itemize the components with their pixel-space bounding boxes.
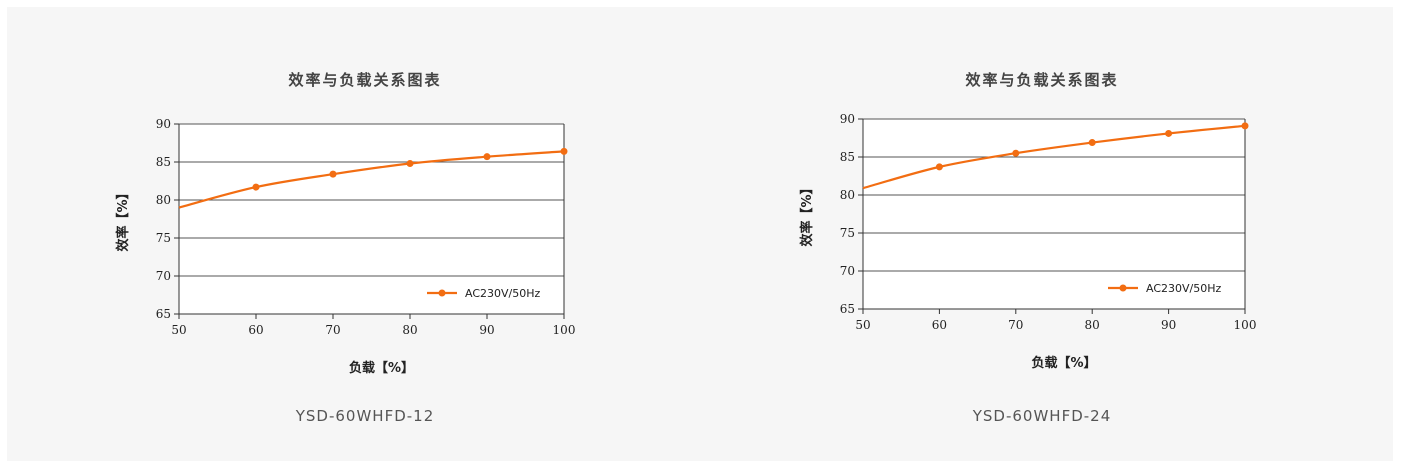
plot-area (179, 124, 564, 314)
x-tick-label: 50 (171, 323, 186, 337)
x-tick-label: 50 (855, 318, 870, 332)
y-axis-label: 效率【%】 (799, 181, 815, 246)
chart-title: 效率与负载关系图表 (288, 71, 442, 89)
x-tick-label: 100 (553, 323, 576, 337)
model-caption: YSD-60WHFD-12 (295, 407, 435, 425)
efficiency-chart-12v: 效率与负载关系图表 65 70 75 80 85 90 50 60 70 80 90 100 AC230… (65, 7, 665, 461)
chart-title: 效率与负载关系图表 (965, 71, 1119, 89)
y-tick-label: 65 (840, 302, 855, 316)
y-tick-label: 75 (840, 226, 855, 240)
x-tick-label: 60 (248, 323, 263, 337)
x-tick-label: 100 (1234, 318, 1257, 332)
y-tick-label: 85 (840, 150, 855, 164)
y-tick-label: 70 (156, 269, 171, 283)
y-tick-label: 80 (840, 188, 855, 202)
data-point (1012, 149, 1020, 157)
series-line (178, 150, 565, 209)
y-axis-label: 效率【%】 (115, 186, 131, 251)
data-point (1088, 139, 1096, 147)
legend-marker (1119, 284, 1127, 292)
x-tick-label: 60 (932, 318, 947, 332)
y-tick-label: 90 (156, 117, 171, 131)
y-tick-label: 80 (156, 193, 171, 207)
legend-label: AC230V/50Hz (465, 287, 541, 300)
x-axis-label: 负载【%】 (1031, 355, 1096, 371)
model-caption: YSD-60WHFD-24 (972, 407, 1112, 425)
x-tick-label: 80 (402, 323, 417, 337)
legend-marker (438, 289, 446, 297)
data-point (1241, 122, 1249, 130)
data-point (406, 160, 414, 168)
series-line (862, 124, 1246, 190)
x-tick-label: 90 (479, 323, 494, 337)
efficiency-line-chart: 65 70 75 80 85 90 50 60 70 80 90 100 AC230V/50Hz 效率【%… (799, 112, 1257, 371)
x-tick-label: 90 (1161, 318, 1176, 332)
data-point (483, 153, 491, 161)
plot-area (863, 119, 1245, 309)
data-point (935, 163, 943, 171)
data-point (560, 147, 568, 155)
efficiency-chart-24v: 效率与负载关系图表 65 70 75 80 85 90 50 60 70 80 90 100 AC230… (742, 7, 1342, 461)
efficiency-line-chart: 65 70 75 80 85 90 50 60 70 80 90 100 AC230V/50Hz 效率【%… (115, 117, 576, 376)
y-tick-label: 75 (156, 231, 171, 245)
y-tick-label: 85 (156, 155, 171, 169)
x-tick-label: 70 (1008, 318, 1023, 332)
legend-label: AC230V/50Hz (1146, 282, 1222, 295)
x-axis-label: 负载【%】 (349, 360, 414, 376)
x-tick-label: 80 (1085, 318, 1100, 332)
y-tick-label: 65 (156, 307, 171, 321)
data-point (252, 183, 260, 191)
y-tick-label: 70 (840, 264, 855, 278)
x-tick-label: 70 (325, 323, 340, 337)
chart-panel: 效率与负载关系图表 65 70 75 80 85 90 50 60 70 80 90 100 AC230… (7, 7, 1393, 461)
data-point (1165, 129, 1173, 137)
y-tick-label: 90 (840, 112, 855, 126)
data-point (329, 170, 337, 178)
